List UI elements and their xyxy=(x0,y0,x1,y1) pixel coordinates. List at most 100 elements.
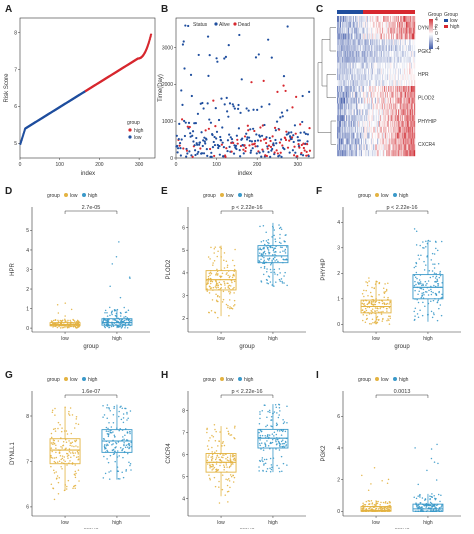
jitter-point xyxy=(126,318,128,320)
jitter-point xyxy=(258,248,260,251)
heat-cell xyxy=(337,27,339,34)
jitter-point xyxy=(232,481,235,483)
survival-point xyxy=(239,111,242,114)
heat-cell xyxy=(375,132,377,139)
jitter-point xyxy=(430,300,432,302)
heat-cell xyxy=(402,132,404,139)
jitter-point xyxy=(209,282,212,285)
heat-cell xyxy=(387,109,389,116)
jitter-point xyxy=(263,256,265,259)
heat-cell xyxy=(402,39,404,46)
jitter-point xyxy=(214,451,216,453)
heat-cell xyxy=(377,39,379,46)
heat-cell xyxy=(349,51,351,58)
jitter-point xyxy=(231,281,233,284)
jitter-point xyxy=(227,306,229,309)
heat-cell xyxy=(402,121,404,128)
heat-cell xyxy=(367,97,369,104)
heat-cell xyxy=(348,56,350,63)
heat-cell xyxy=(342,103,344,110)
jitter-point xyxy=(104,312,106,314)
heat-cell xyxy=(403,121,405,128)
heat-cell xyxy=(369,138,371,145)
heat-cell xyxy=(380,126,382,133)
jitter-point xyxy=(370,300,373,303)
jitter-point xyxy=(121,325,124,328)
survival-point xyxy=(256,145,259,148)
jitter-point xyxy=(436,280,439,282)
jitter-point xyxy=(424,290,427,293)
jitter-point xyxy=(435,479,438,481)
survival-point xyxy=(188,125,191,129)
heat-cell xyxy=(361,91,363,98)
heat-cell xyxy=(378,16,380,23)
survival-point xyxy=(205,148,208,151)
heat-cell xyxy=(372,121,374,128)
jitter-point xyxy=(418,290,420,293)
p-value-label: p < 2.22e-16 xyxy=(386,205,417,211)
heat-cell xyxy=(402,45,404,52)
jitter-point xyxy=(275,406,278,408)
heat-cell xyxy=(355,91,357,98)
jitter-point xyxy=(59,324,61,326)
heat-cell xyxy=(374,56,376,63)
jitter-point xyxy=(278,268,281,270)
survival-point xyxy=(176,151,179,154)
heat-cell xyxy=(381,115,383,122)
heat-cell xyxy=(356,132,358,139)
jitter-point xyxy=(270,246,272,249)
jitter-point xyxy=(370,323,372,325)
heat-cell xyxy=(337,138,339,145)
survival-point xyxy=(187,24,190,28)
heat-cell xyxy=(359,97,361,104)
heat-cell xyxy=(377,91,379,98)
jitter-point xyxy=(104,472,107,475)
heat-cell xyxy=(407,68,409,75)
y-tick-label: 3 xyxy=(26,267,29,273)
legend-marker-alive xyxy=(214,22,218,26)
heat-cell xyxy=(410,109,412,116)
heat-cell xyxy=(345,132,347,139)
jitter-point xyxy=(217,469,220,471)
jitter-point xyxy=(386,482,389,484)
jitter-point xyxy=(74,487,76,489)
heat-cell xyxy=(361,68,363,75)
jitter-point xyxy=(281,430,284,433)
heat-cell xyxy=(357,16,359,23)
p-value-label: 1.6e-07 xyxy=(82,389,101,395)
heat-cell xyxy=(414,109,416,116)
survival-point xyxy=(280,138,283,141)
survival-point xyxy=(241,137,244,140)
heat-cell xyxy=(409,126,411,133)
heat-cell xyxy=(404,45,406,52)
heat-cell xyxy=(387,115,389,122)
jitter-point xyxy=(364,304,366,307)
heat-cell xyxy=(339,144,341,151)
heat-cell xyxy=(410,51,412,58)
heat-cell xyxy=(386,138,388,145)
heat-cell xyxy=(368,51,370,58)
heat-cell xyxy=(403,115,405,122)
heat-cell xyxy=(394,115,396,122)
heat-cell xyxy=(380,45,382,52)
jitter-point xyxy=(75,422,77,425)
jitter-point xyxy=(234,304,236,306)
heat-cell xyxy=(392,97,394,104)
heat-cell xyxy=(406,68,408,75)
heat-cell xyxy=(398,56,400,63)
jitter-point xyxy=(282,258,285,261)
jitter-point xyxy=(427,239,430,242)
jitter-point xyxy=(367,489,370,492)
survival-point xyxy=(215,137,218,140)
jitter-point xyxy=(217,294,219,297)
heat-cell xyxy=(412,126,414,133)
heat-cell xyxy=(348,121,350,128)
heat-cell xyxy=(400,91,402,98)
heat-cell xyxy=(381,86,383,93)
jitter-point xyxy=(262,469,264,472)
jitter-point xyxy=(382,287,385,289)
heat-cell xyxy=(408,121,410,128)
jitter-point xyxy=(416,277,418,280)
jitter-point xyxy=(378,318,380,321)
